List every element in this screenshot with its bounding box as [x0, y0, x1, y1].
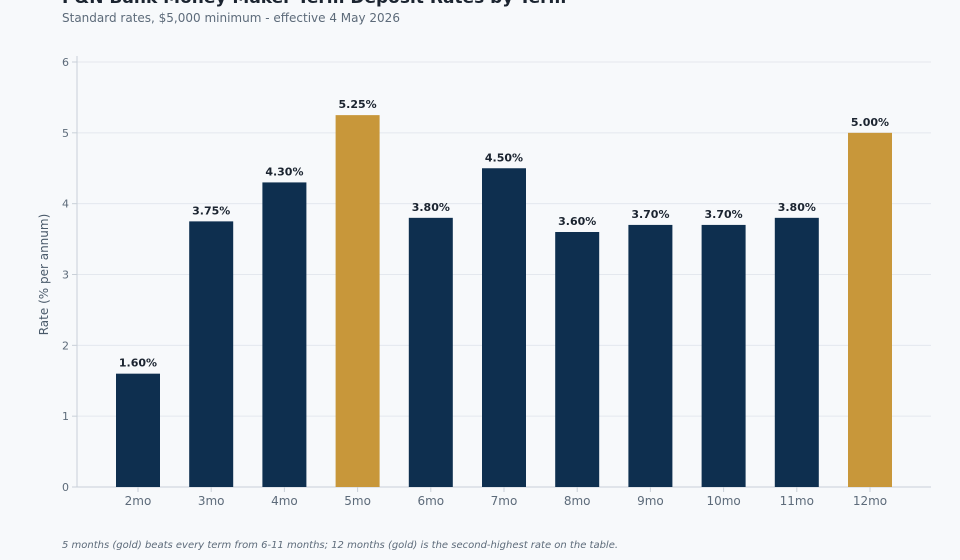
y-axis-title: Rate (% per annum) — [37, 214, 51, 336]
bar-5mo — [335, 115, 380, 487]
chart-subtitle: Standard rates, $5,000 minimum - effecti… — [62, 11, 400, 25]
data-label-5mo: 5.25% — [339, 98, 377, 111]
y-tick-label: 1 — [62, 410, 69, 423]
bar-2mo — [116, 373, 160, 487]
x-tick-label-5mo: 5mo — [344, 494, 371, 508]
bar-8mo — [555, 232, 600, 487]
x-tick-label-11mo: 11mo — [780, 494, 814, 508]
bar-12mo — [848, 132, 892, 488]
chart-title: P&N Bank Money Maker Term Deposit Rates … — [62, 0, 566, 8]
data-label-12mo: 5.00% — [851, 116, 889, 129]
x-tick-label-3mo: 3mo — [198, 494, 225, 508]
y-tick-label: 5 — [62, 127, 69, 140]
y-tick-label: 2 — [62, 339, 69, 352]
data-label-9mo: 3.70% — [631, 208, 669, 221]
x-tick-label-2mo: 2mo — [125, 494, 152, 508]
x-tick-label-10mo: 10mo — [706, 494, 740, 508]
x-tick-label-4mo: 4mo — [271, 494, 298, 508]
data-label-2mo: 1.60% — [119, 357, 157, 370]
bar-10mo — [701, 224, 746, 487]
bar-6mo — [408, 217, 453, 488]
y-tick-label: 3 — [62, 269, 69, 282]
data-label-8mo: 3.60% — [558, 215, 596, 228]
data-label-3mo: 3.75% — [192, 204, 230, 217]
bar-4mo — [262, 182, 307, 487]
x-tick-label-12mo: 12mo — [853, 494, 887, 508]
x-tick-label-7mo: 7mo — [491, 494, 518, 508]
x-tick-label-8mo: 8mo — [564, 494, 591, 508]
chart-footnote: 5 months (gold) beats every term from 6-… — [62, 540, 619, 551]
y-tick-label: 6 — [62, 56, 69, 69]
data-label-7mo: 4.50% — [485, 151, 523, 164]
y-tick-label: 4 — [62, 198, 69, 211]
data-label-4mo: 4.30% — [265, 165, 303, 178]
bar-9mo — [628, 224, 673, 487]
bar-11mo — [774, 217, 819, 488]
bar-7mo — [482, 168, 526, 487]
data-label-11mo: 3.80% — [778, 201, 816, 214]
x-tick-label-6mo: 6mo — [417, 494, 444, 508]
x-tick-label-9mo: 9mo — [637, 494, 664, 508]
bar-3mo — [189, 221, 234, 487]
data-label-6mo: 3.80% — [412, 201, 450, 214]
y-tick-label: 0 — [62, 481, 69, 494]
data-label-10mo: 3.70% — [705, 208, 743, 221]
